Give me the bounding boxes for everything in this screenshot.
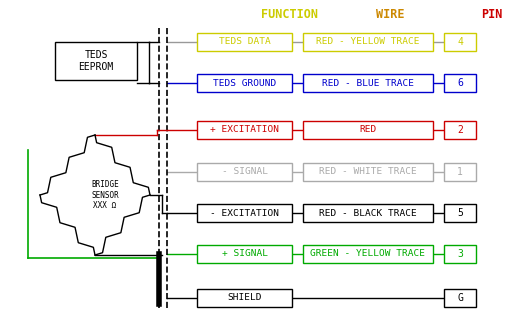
Text: TEDS DATA: TEDS DATA [219, 38, 270, 46]
Text: BRIDGE
SENSOR
XXX Ω: BRIDGE SENSOR XXX Ω [91, 180, 119, 210]
Bar [55, 42, 137, 80]
Text: + EXCITATION: + EXCITATION [210, 126, 279, 134]
Text: - SIGNAL: - SIGNAL [222, 168, 267, 176]
Text: RED - YELLOW TRACE: RED - YELLOW TRACE [316, 38, 420, 46]
Text: 4: 4 [457, 37, 463, 47]
Bar [444, 204, 476, 222]
Text: GREEN - YELLOW TRACE: GREEN - YELLOW TRACE [310, 250, 425, 258]
Text: 5: 5 [457, 208, 463, 218]
Bar [444, 33, 476, 51]
Bar [197, 289, 292, 307]
Bar [303, 245, 433, 263]
Bar [444, 289, 476, 307]
Bar [197, 245, 292, 263]
Text: TEDS GROUND: TEDS GROUND [213, 79, 276, 87]
Bar [197, 163, 292, 181]
Bar [444, 121, 476, 139]
Bar [197, 204, 292, 222]
Bar [303, 204, 433, 222]
Text: 6: 6 [457, 78, 463, 88]
Text: RED - BLUE TRACE: RED - BLUE TRACE [322, 79, 414, 87]
Text: 2: 2 [457, 125, 463, 135]
Bar [303, 163, 433, 181]
Bar [197, 121, 292, 139]
Text: TEDS
EEPROM: TEDS EEPROM [78, 50, 113, 72]
Text: WIRE: WIRE [376, 7, 404, 20]
Bar [444, 74, 476, 92]
Text: 3: 3 [457, 249, 463, 259]
Bar [197, 74, 292, 92]
Text: G: G [457, 293, 463, 303]
Bar [303, 74, 433, 92]
Text: SHIELD: SHIELD [227, 294, 262, 302]
Text: RED - BLACK TRACE: RED - BLACK TRACE [319, 209, 417, 217]
Bar [197, 33, 292, 51]
Bar [444, 245, 476, 263]
Text: FUNCTION: FUNCTION [262, 7, 319, 20]
Text: RED - WHITE TRACE: RED - WHITE TRACE [319, 168, 417, 176]
Text: - EXCITATION: - EXCITATION [210, 209, 279, 217]
Bar [444, 163, 476, 181]
Bar [303, 33, 433, 51]
Text: RED: RED [359, 126, 377, 134]
Text: 1: 1 [457, 167, 463, 177]
Text: PIN: PIN [481, 7, 502, 20]
Text: + SIGNAL: + SIGNAL [222, 250, 267, 258]
Bar [303, 121, 433, 139]
